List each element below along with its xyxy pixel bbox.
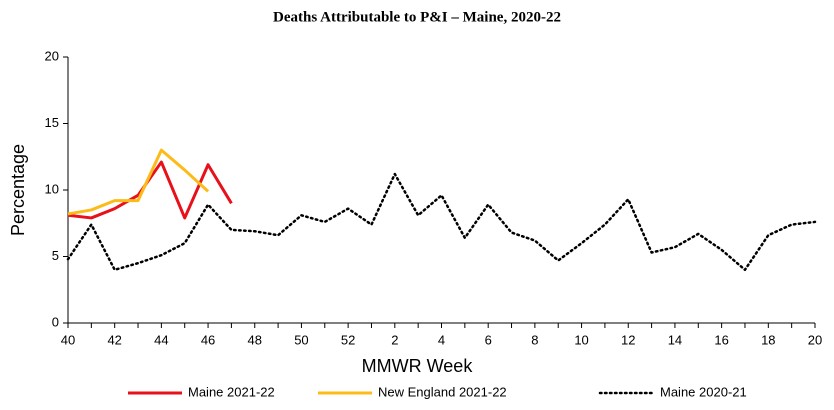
x-tick-label: 52 xyxy=(341,332,355,347)
legend-label: New England 2021-22 xyxy=(378,384,507,399)
chart-title: Deaths Attributable to P&I – Maine, 2020… xyxy=(273,9,561,25)
x-tick-label: 4 xyxy=(438,332,445,347)
x-tick-label: 8 xyxy=(531,332,538,347)
y-tick-label: 20 xyxy=(45,48,59,63)
x-tick-label: 40 xyxy=(61,332,75,347)
legend-label: Maine 2020-21 xyxy=(660,384,747,399)
x-tick-label: 46 xyxy=(201,332,215,347)
x-tick-label: 48 xyxy=(248,332,262,347)
y-tick-label: 15 xyxy=(45,115,59,130)
x-tick-label: 42 xyxy=(107,332,121,347)
x-axis-label: MMWR Week xyxy=(362,356,474,376)
series-line xyxy=(67,148,210,216)
x-tick-label: 12 xyxy=(621,332,635,347)
x-tick-label: 14 xyxy=(668,332,682,347)
x-tick-label: 50 xyxy=(294,332,308,347)
y-axis-label: Percentage xyxy=(8,144,28,236)
x-tick-label: 16 xyxy=(714,332,728,347)
series-line xyxy=(66,172,817,272)
x-tick-label: 6 xyxy=(485,332,492,347)
x-tick-label: 18 xyxy=(761,332,775,347)
y-tick-label: 0 xyxy=(52,314,59,329)
y-tick-label: 5 xyxy=(52,248,59,263)
x-tick-label: 10 xyxy=(574,332,588,347)
x-tick-label: 20 xyxy=(808,332,822,347)
x-tick-label: 2 xyxy=(391,332,398,347)
legend-label: Maine 2021-22 xyxy=(188,384,275,399)
y-tick-label: 10 xyxy=(45,181,59,196)
x-tick-label: 44 xyxy=(154,332,168,347)
